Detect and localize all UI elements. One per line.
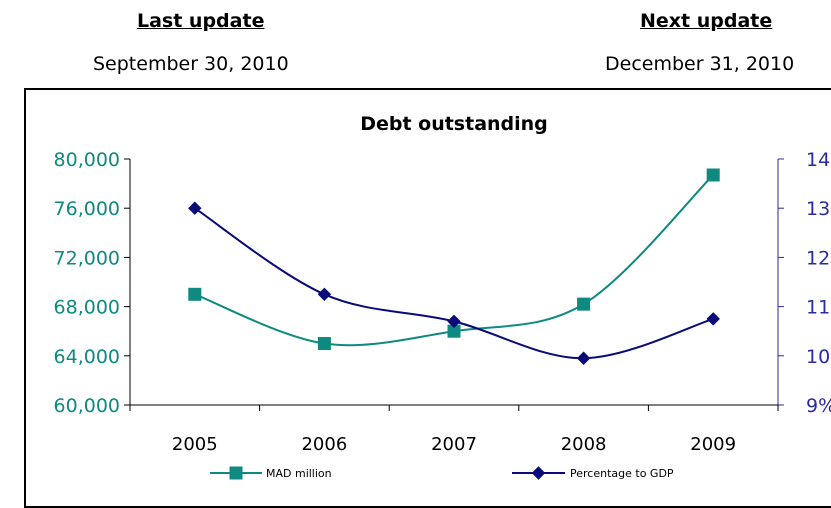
legend-label-mad-million: MAD million: [266, 467, 332, 480]
data-point-mad-million: [577, 297, 591, 311]
left-tick-label: 72,000: [54, 247, 120, 269]
last-update-date: September 30, 2010: [93, 53, 289, 75]
right-tick-label: 11%: [806, 297, 831, 319]
x-tick-label: 2009: [690, 434, 736, 455]
data-point-mad-million: [188, 287, 202, 301]
data-point-percentage-to-gdp: [317, 287, 332, 302]
right-tick-label: 10%: [806, 346, 831, 368]
x-tick-label: 2007: [431, 434, 477, 455]
data-point-percentage-to-gdp: [447, 314, 461, 329]
data-point-percentage-to-gdp: [706, 312, 720, 326]
legend-label-percentage-to-gdp: Percentage to GDP: [570, 467, 674, 480]
legend-marker-mad-million: [229, 466, 243, 480]
last-update-heading: Last update: [137, 10, 265, 32]
data-point-percentage-to-gdp: [576, 351, 591, 365]
legend-marker-percentage-to-gdp: [531, 466, 546, 480]
next-update-heading: Next update: [640, 10, 773, 32]
debt-outstanding-chart: Debt outstanding 60,000 64,000 68,000 72,000…: [54, 113, 831, 480]
chart-title: Debt outstanding: [360, 113, 548, 135]
left-tick-label: 64,000: [54, 346, 120, 368]
right-tick-label: 12%: [806, 247, 831, 269]
data-point-mad-million: [317, 337, 331, 350]
left-tick-label: 80,000: [54, 149, 120, 171]
data-point-mad-million: [706, 168, 720, 182]
x-tick-label: 2005: [172, 434, 218, 455]
right-tick-label: 14%: [806, 149, 831, 171]
next-update-date: December 31, 2010: [605, 53, 795, 75]
x-tick-label: 2008: [561, 434, 607, 455]
data-point-percentage-to-gdp: [188, 201, 202, 215]
left-tick-label: 68,000: [54, 297, 120, 319]
right-tick-label: 9%: [806, 395, 831, 417]
right-tick-label: 13%: [806, 198, 831, 220]
left-tick-label: 76,000: [54, 198, 120, 220]
x-tick-label: 2006: [301, 434, 347, 455]
left-tick-label: 60,000: [54, 395, 120, 417]
